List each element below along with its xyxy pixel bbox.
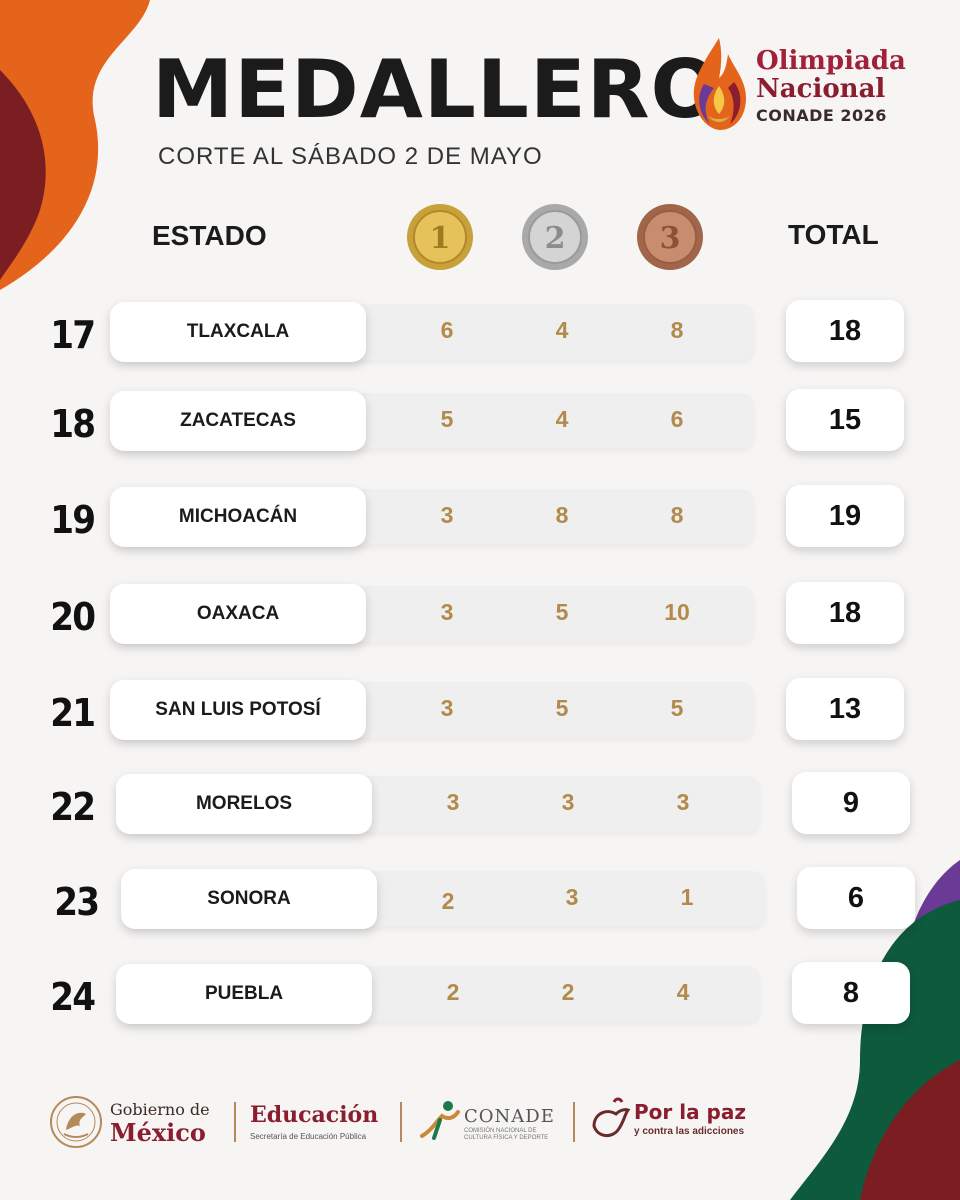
total-count: 13 <box>786 678 904 740</box>
runner-icon <box>420 1101 460 1140</box>
medal-number: 2 <box>545 221 566 256</box>
state-name: MICHOACÁN <box>110 487 366 547</box>
medal-number: 3 <box>660 221 681 256</box>
mexico-label: México <box>110 1118 206 1147</box>
state-name: PUEBLA <box>116 964 372 1024</box>
page-title: MEDALLERO <box>152 43 721 136</box>
dove-icon <box>592 1097 631 1137</box>
total-count: 19 <box>786 485 904 547</box>
event-name-line2: Nacional <box>756 74 886 104</box>
divider <box>573 1102 575 1142</box>
footer-logos: Gobierno de México Educación Secretaría … <box>48 1090 768 1150</box>
bronze-count: 4 <box>676 979 690 1005</box>
total-count: 9 <box>792 772 910 834</box>
column-header-state: ESTADO <box>152 220 267 251</box>
total-count: 6 <box>797 867 915 929</box>
gold-count: 2 <box>446 979 460 1005</box>
silver-count: 3 <box>565 884 579 910</box>
table-row: 23 SONORA 2 3 1 6 <box>0 866 960 936</box>
total-count: 18 <box>786 300 904 362</box>
adicciones-label: y contra las adicciones <box>634 1126 745 1137</box>
flame-icon <box>693 38 746 130</box>
rank: 18 <box>50 402 96 446</box>
bronze-count: 5 <box>670 695 684 721</box>
national-seal-icon <box>50 1096 102 1148</box>
state-name: ZACATECAS <box>110 391 366 451</box>
bronze-count: 6 <box>670 406 684 432</box>
gold-count: 6 <box>440 317 454 343</box>
table-row: 18 ZACATECAS 5 4 6 15 <box>0 388 960 458</box>
table-row: 17 TLAXCALA 6 4 8 18 <box>0 299 960 369</box>
rank: 19 <box>50 498 96 542</box>
table-row: 20 OAXACA 3 5 10 18 <box>0 581 960 651</box>
bronze-medal-icon: 3 <box>637 204 703 270</box>
gold-count: 3 <box>440 695 454 721</box>
bronze-count: 8 <box>670 502 684 528</box>
educacion-label: Educación <box>250 1102 379 1128</box>
gold-count: 3 <box>440 502 454 528</box>
silver-count: 4 <box>555 317 569 343</box>
bronze-count: 8 <box>670 317 684 343</box>
gold-count: 5 <box>440 406 454 432</box>
rank: 20 <box>50 595 96 639</box>
state-name: MORELOS <box>116 774 372 834</box>
table-row: 22 MORELOS 3 3 3 9 <box>0 771 960 841</box>
silver-count: 5 <box>555 695 569 721</box>
table-row: 21 SAN LUIS POTOSÍ 3 5 5 13 <box>0 677 960 747</box>
state-name: SONORA <box>121 869 377 929</box>
gold-count: 3 <box>446 789 460 815</box>
medal-number: 1 <box>430 221 451 256</box>
bronze-count: 3 <box>676 789 690 815</box>
event-edition: CONADE 2026 <box>756 106 887 125</box>
total-count: 15 <box>786 389 904 451</box>
total-count: 18 <box>786 582 904 644</box>
conade-sublabel: COMISIÓN NACIONAL DE CULTURA FÍSICA Y DE… <box>464 1128 549 1141</box>
table-row: 19 MICHOACÁN 3 8 8 19 <box>0 484 960 554</box>
silver-count: 5 <box>555 599 569 625</box>
state-name: TLAXCALA <box>110 302 366 362</box>
state-name: OAXACA <box>110 584 366 644</box>
rank: 22 <box>50 785 96 829</box>
gold-count: 3 <box>440 599 454 625</box>
sep-label: Secretaría de Educación Pública <box>250 1132 367 1141</box>
bronze-count: 10 <box>664 599 690 625</box>
rank: 17 <box>50 313 96 357</box>
total-count: 8 <box>792 962 910 1024</box>
table-row: 24 PUEBLA 2 2 4 8 <box>0 961 960 1031</box>
rank: 24 <box>50 975 96 1019</box>
silver-count: 4 <box>555 406 569 432</box>
rank: 21 <box>50 691 96 735</box>
divider <box>400 1102 402 1142</box>
silver-count: 2 <box>561 979 575 1005</box>
page-subtitle: CORTE AL SÁBADO 2 DE MAYO <box>158 143 543 170</box>
event-logo: Olimpiada Nacional CONADE 2026 <box>684 34 924 134</box>
state-name: SAN LUIS POTOSÍ <box>110 680 366 740</box>
conade-label: CONADE <box>464 1106 555 1127</box>
bronze-count: 1 <box>680 884 694 910</box>
rank: 23 <box>54 880 100 924</box>
por-la-paz-label: Por la paz <box>634 1100 746 1124</box>
event-name-line1: Olimpiada <box>756 46 906 76</box>
gobierno-label: Gobierno de <box>110 1100 210 1119</box>
silver-count: 8 <box>555 502 569 528</box>
silver-count: 3 <box>561 789 575 815</box>
gold-medal-icon: 1 <box>407 204 473 270</box>
gold-count: 2 <box>441 888 455 914</box>
divider <box>234 1102 236 1142</box>
silver-medal-icon: 2 <box>522 204 588 270</box>
column-header-total: TOTAL <box>788 219 879 250</box>
